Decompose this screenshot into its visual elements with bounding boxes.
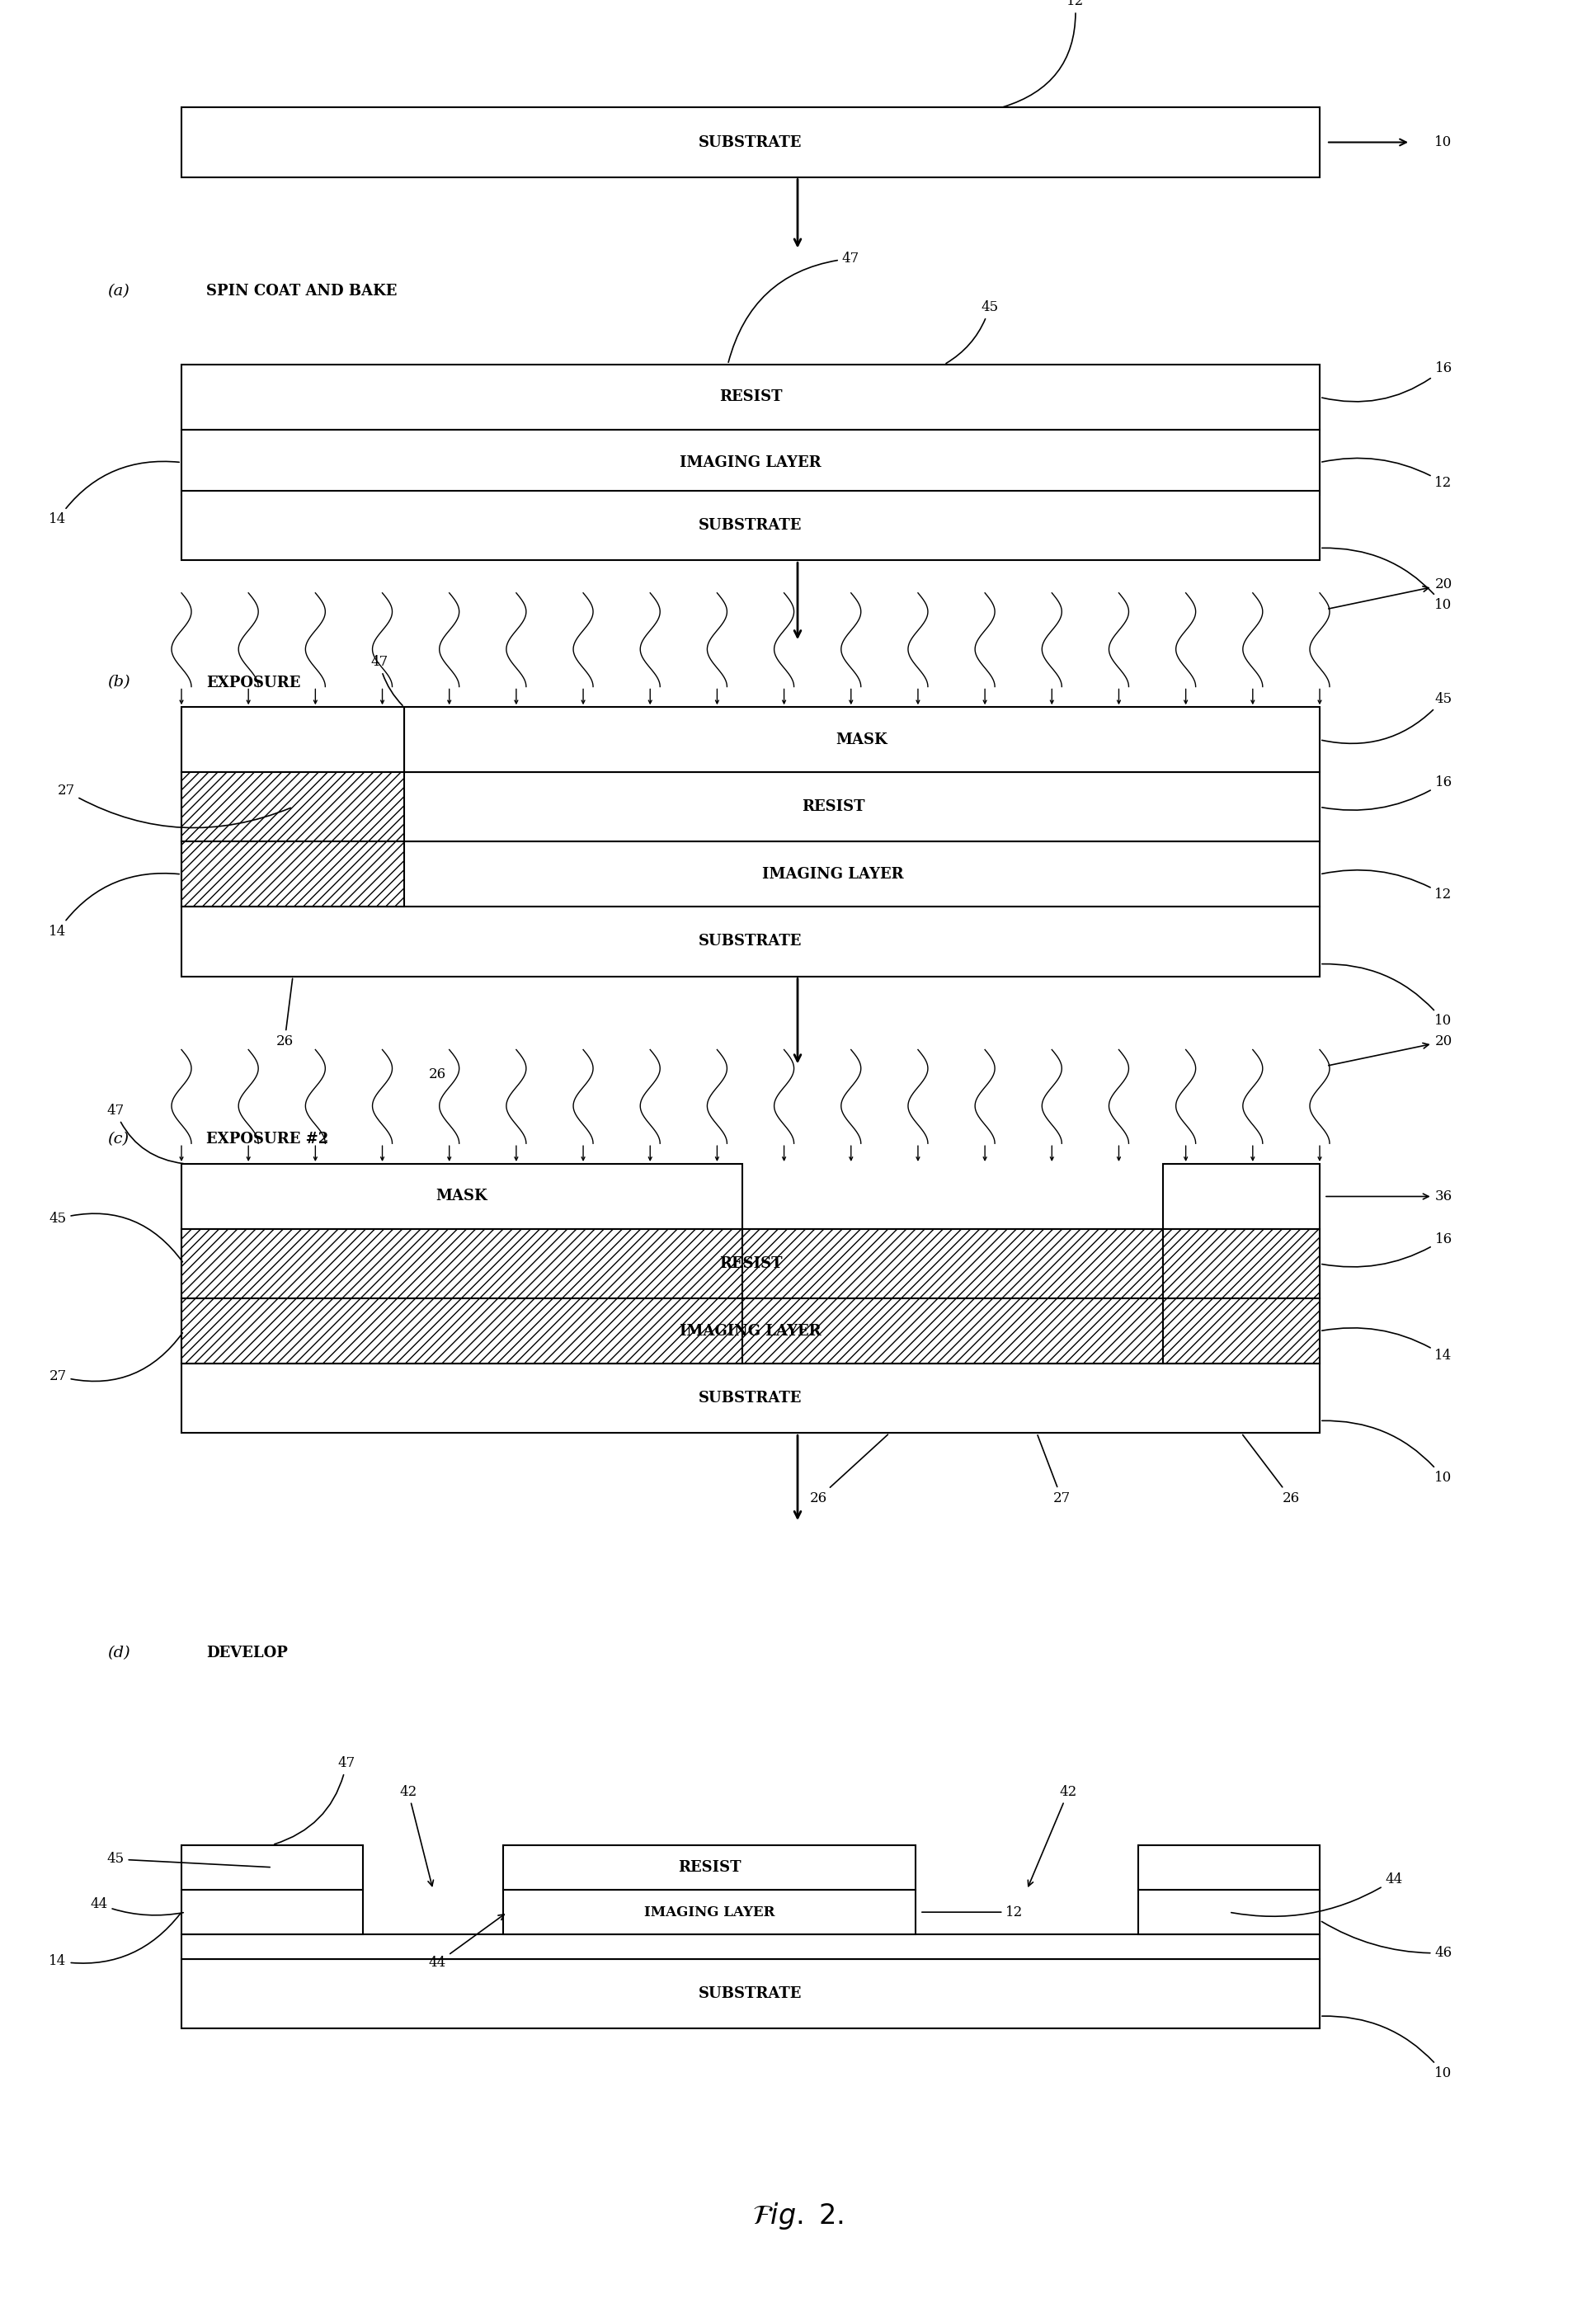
Text: 47: 47 <box>107 1103 184 1163</box>
Text: 26: 26 <box>428 1068 445 1082</box>
Text: SPIN COAT AND BAKE: SPIN COAT AND BAKE <box>206 283 397 300</box>
Bar <box>182 365 1320 430</box>
Bar <box>503 1846 916 1890</box>
Text: 44: 44 <box>91 1897 184 1916</box>
Text: IMAGING LAYER: IMAGING LAYER <box>645 1904 774 1920</box>
Text: EXPOSURE: EXPOSURE <box>206 676 300 690</box>
Text: 45: 45 <box>946 300 998 362</box>
Bar <box>182 1890 362 1934</box>
Text: 47: 47 <box>275 1755 356 1844</box>
Bar <box>182 490 1320 560</box>
Text: EXPOSURE #2: EXPOSURE #2 <box>206 1131 329 1147</box>
Text: MASK: MASK <box>836 731 887 748</box>
Bar <box>182 773 404 841</box>
Text: 46: 46 <box>1321 1923 1452 1960</box>
Text: SUBSTRATE: SUBSTRATE <box>699 1391 803 1405</box>
Bar <box>182 708 404 773</box>
Text: 42: 42 <box>399 1786 434 1885</box>
Text: 47: 47 <box>370 655 402 706</box>
Text: 45: 45 <box>107 1853 270 1867</box>
Bar <box>1138 1846 1320 1890</box>
Text: 20: 20 <box>1328 578 1452 608</box>
Text: RESIST: RESIST <box>720 390 782 404</box>
Text: SUBSTRATE: SUBSTRATE <box>699 518 803 534</box>
Bar <box>182 841 404 908</box>
Text: (a): (a) <box>107 283 129 300</box>
Text: SUBSTRATE: SUBSTRATE <box>699 933 803 950</box>
Bar <box>182 1163 742 1228</box>
Text: 14: 14 <box>49 1913 180 1969</box>
Bar <box>742 1228 1163 1298</box>
Bar <box>182 1298 742 1363</box>
Text: 42: 42 <box>1028 1786 1077 1885</box>
Text: RESIST: RESIST <box>678 1860 741 1874</box>
Text: 47: 47 <box>728 251 860 362</box>
Text: 27: 27 <box>1037 1435 1071 1505</box>
Bar <box>1163 1228 1320 1298</box>
Text: SUBSTRATE: SUBSTRATE <box>699 135 803 149</box>
Bar <box>182 1298 1320 1363</box>
Bar <box>182 841 1320 908</box>
Text: 16: 16 <box>1321 362 1452 402</box>
Bar <box>182 1228 1320 1298</box>
Text: DEVELOP: DEVELOP <box>206 1646 287 1660</box>
Text: 14: 14 <box>1321 1328 1452 1363</box>
Text: 45: 45 <box>49 1212 182 1261</box>
Bar <box>1163 1298 1320 1363</box>
Text: IMAGING LAYER: IMAGING LAYER <box>680 1324 822 1337</box>
Text: 10: 10 <box>1435 135 1452 149</box>
Bar <box>182 430 1320 495</box>
Text: 10: 10 <box>1321 2015 1452 2081</box>
Text: 26: 26 <box>809 1435 887 1505</box>
Bar <box>182 773 1320 841</box>
Text: 26: 26 <box>276 978 294 1050</box>
Text: 12: 12 <box>1321 457 1452 490</box>
Text: IMAGING LAYER: IMAGING LAYER <box>680 455 822 469</box>
Bar <box>182 1228 742 1298</box>
Text: 16: 16 <box>1321 1233 1452 1268</box>
Bar <box>742 1298 1163 1363</box>
Text: (b): (b) <box>107 676 131 690</box>
Text: 27: 27 <box>49 1333 182 1384</box>
Text: 10: 10 <box>1321 1421 1452 1484</box>
Text: (c): (c) <box>107 1131 129 1147</box>
Text: RESIST: RESIST <box>801 799 865 815</box>
Text: 36: 36 <box>1326 1189 1452 1203</box>
Text: 14: 14 <box>49 462 179 527</box>
Text: 12: 12 <box>1004 0 1084 107</box>
Text: 14: 14 <box>49 873 179 938</box>
Text: IMAGING LAYER: IMAGING LAYER <box>763 866 903 882</box>
Bar <box>182 1934 1320 1960</box>
Bar <box>182 1846 362 1890</box>
Text: RESIST: RESIST <box>720 1256 782 1270</box>
Bar <box>182 908 1320 975</box>
Bar <box>1138 1890 1320 1934</box>
Text: 10: 10 <box>1321 548 1452 613</box>
Text: MASK: MASK <box>436 1189 488 1203</box>
Text: 20: 20 <box>1328 1036 1452 1066</box>
Bar <box>182 1960 1320 2029</box>
Text: 26: 26 <box>1243 1435 1299 1505</box>
Text: 45: 45 <box>1321 692 1452 743</box>
Text: $\mathcal{F}ig.\ 2.$: $\mathcal{F}ig.\ 2.$ <box>752 2201 843 2231</box>
Text: (d): (d) <box>107 1646 131 1660</box>
Bar <box>182 107 1320 176</box>
Text: 12: 12 <box>1321 871 1452 901</box>
Text: 44: 44 <box>1231 1872 1403 1916</box>
Text: SUBSTRATE: SUBSTRATE <box>699 1985 803 2002</box>
Text: 12: 12 <box>922 1904 1023 1920</box>
Text: 44: 44 <box>428 1913 504 1969</box>
Text: 27: 27 <box>57 785 290 829</box>
Text: 16: 16 <box>1321 776 1452 810</box>
Bar <box>503 1890 916 1934</box>
Bar <box>182 1363 1320 1433</box>
Text: 10: 10 <box>1321 964 1452 1029</box>
Bar <box>404 708 1320 773</box>
Bar <box>1163 1163 1320 1228</box>
